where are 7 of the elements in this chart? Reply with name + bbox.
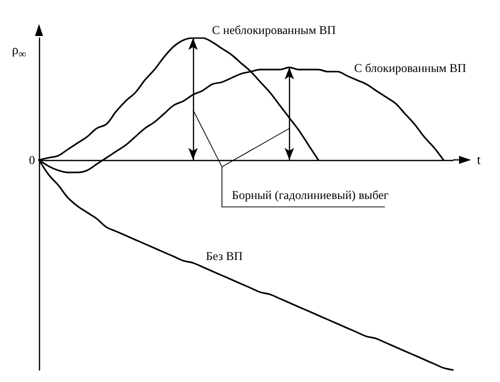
series-label: С блокированным ВП bbox=[354, 60, 466, 75]
series-label: Без ВП bbox=[206, 249, 244, 264]
series-label: С неблокированным ВП bbox=[212, 23, 336, 37]
text: 0 bbox=[29, 152, 35, 167]
annotation: Борный (гадолиниевый) выбег bbox=[232, 188, 389, 202]
y-axis-title: ρ$_{∞}$ bbox=[12, 42, 26, 61]
x-axis-title: t bbox=[477, 152, 481, 167]
